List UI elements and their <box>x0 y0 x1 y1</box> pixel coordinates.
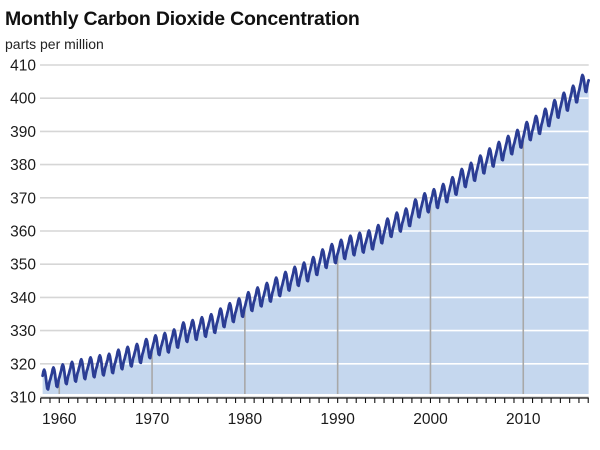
area-fill <box>42 75 589 394</box>
chart-title: Monthly Carbon Dioxide Concentration <box>5 8 360 30</box>
x-tick-label-1970: 1970 <box>135 411 170 428</box>
x-tick-label-2000: 2000 <box>413 411 448 428</box>
y-tick-label-310: 310 <box>10 390 36 407</box>
x-tick-label-1990: 1990 <box>320 411 355 428</box>
co2-series-line <box>41 73 591 391</box>
y-tick-label-410: 410 <box>10 58 36 75</box>
y-tick-label-370: 370 <box>10 190 36 207</box>
y-tick-label-390: 390 <box>10 124 36 141</box>
y-tick-label-360: 360 <box>10 224 36 241</box>
y-tick-label-400: 400 <box>10 91 36 108</box>
x-tick-label-1960: 1960 <box>42 411 77 428</box>
y-tick-label-340: 340 <box>10 290 36 307</box>
y-tick-label-380: 380 <box>10 157 36 174</box>
y-tick-label-330: 330 <box>10 323 36 340</box>
y-axis-label: parts per million <box>5 36 104 52</box>
x-tick-label-1980: 1980 <box>228 411 263 428</box>
x-tick-label-2010: 2010 <box>506 411 541 428</box>
y-tick-label-320: 320 <box>10 356 36 373</box>
y-tick-label-350: 350 <box>10 257 36 274</box>
